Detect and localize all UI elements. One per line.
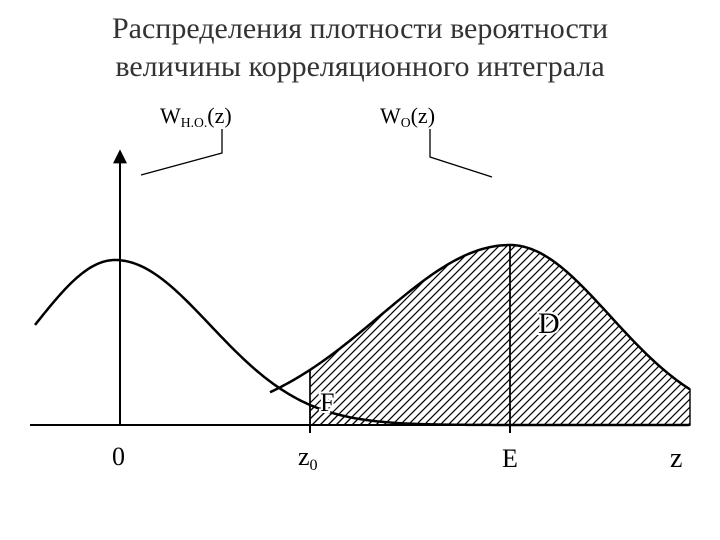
label-E: E: [502, 444, 518, 473]
label-z: z: [670, 443, 682, 474]
label-F: F: [320, 388, 334, 417]
title-line-2: величины корреляционного интеграла: [0, 48, 720, 86]
region-D-hatch: [310, 245, 690, 425]
label-z0: z0: [298, 442, 318, 474]
callout-leader-WO: [430, 129, 492, 177]
label-W-O: WO(z): [380, 103, 435, 130]
label-W-HO: WH.O.(z): [160, 103, 232, 130]
title-line-1: Распределения плотности вероятности: [0, 10, 720, 48]
callout-leader-WHO: [141, 129, 222, 175]
pdf-diagram: WH.O.(z) WO(z) 0 z0 Ez D F: [20, 85, 700, 515]
label-origin: 0: [112, 442, 125, 471]
label-D: D: [538, 307, 560, 340]
